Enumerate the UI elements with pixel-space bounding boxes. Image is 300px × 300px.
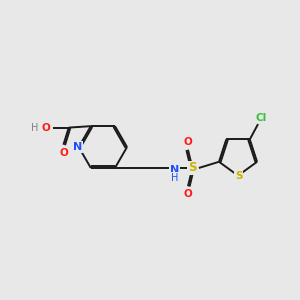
Text: Cl: Cl [256, 112, 267, 123]
Text: O: O [184, 137, 192, 147]
Text: H: H [32, 123, 39, 133]
Text: O: O [41, 123, 50, 133]
Text: S: S [188, 161, 197, 175]
Text: S: S [235, 171, 242, 181]
Text: H: H [171, 173, 178, 183]
Text: O: O [184, 189, 192, 199]
Text: O: O [59, 148, 68, 158]
Text: N: N [170, 165, 179, 175]
Text: N: N [73, 142, 82, 152]
